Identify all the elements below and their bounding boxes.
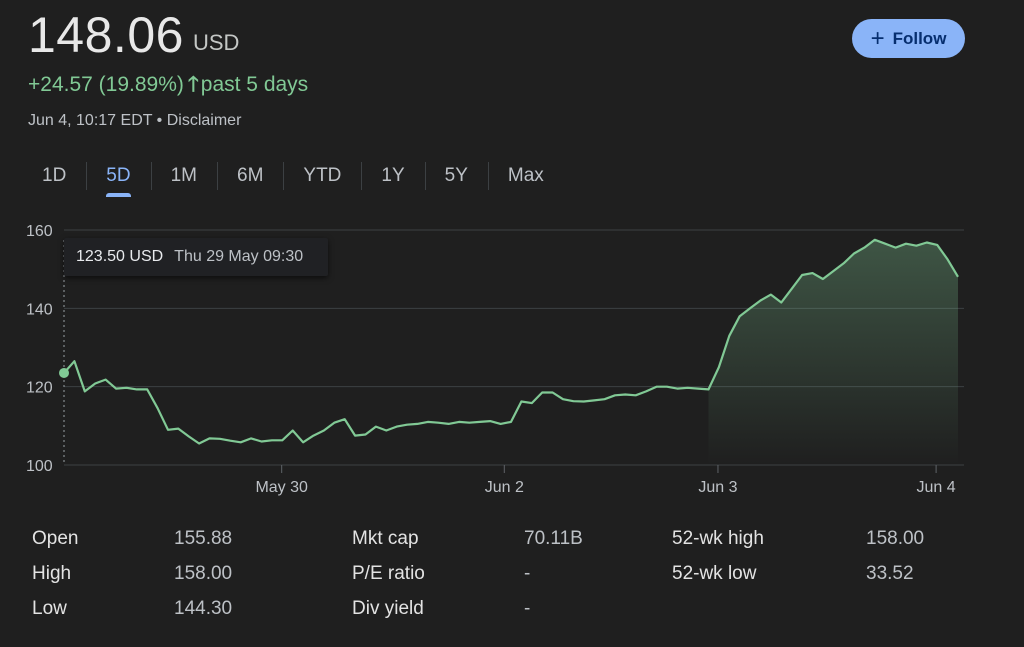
x-tick-label: May 30	[255, 479, 308, 496]
tooltip-price: 123.50 USD	[76, 248, 164, 265]
stat-value: -	[524, 598, 531, 619]
change-value: +24.57 (19.89%)	[28, 73, 184, 96]
stat-value: 144.30	[174, 598, 233, 619]
tab-1d[interactable]: 1D	[22, 158, 86, 194]
stat-label: Open	[32, 528, 79, 549]
price-line	[63, 238, 959, 445]
x-tick-label: Jun 2	[485, 479, 524, 496]
plus-icon: +	[870, 24, 885, 52]
stat-label: Div yield	[352, 598, 424, 619]
stat-value: 70.11B	[524, 528, 583, 549]
stat-value: 33.52	[866, 563, 914, 584]
disclaimer-link[interactable]: Disclaimer	[166, 112, 242, 129]
tab-label: 1M	[170, 165, 197, 186]
chart-tooltip: 123.50 USD Thu 29 May 09:30	[64, 238, 328, 276]
tab-label: 1D	[42, 165, 67, 186]
x-tick-label: Jun 4	[917, 479, 956, 496]
tab-label: 6M	[237, 165, 264, 186]
y-tick-label: 120	[26, 380, 53, 397]
tab-ytd[interactable]: YTD	[283, 158, 361, 194]
tab-label: Max	[507, 165, 544, 186]
tab-max[interactable]: Max	[487, 158, 564, 194]
tab-label: 1Y	[381, 165, 405, 186]
price-change: +24.57 (19.89%) 🡑past 5 days	[28, 70, 308, 105]
stat-label: 52-wk low	[672, 563, 757, 584]
stat-label: 52-wk high	[672, 528, 764, 549]
stat-label: P/E ratio	[352, 563, 425, 584]
tab-1m[interactable]: 1M	[150, 158, 217, 194]
change-period: past 5 days	[200, 73, 309, 96]
tab-6m[interactable]: 6M	[217, 158, 283, 194]
tab-label: 5D	[106, 165, 131, 186]
arrow-up-icon: 🡑	[187, 73, 199, 96]
y-tick-label: 140	[26, 301, 53, 318]
stat-label: High	[32, 563, 72, 584]
price: 148.06	[28, 7, 184, 63]
follow-button[interactable]: + Follow	[852, 19, 965, 58]
quote-meta: Jun 4, 10:17 EDT • Disclaimer	[28, 112, 242, 129]
tooltip-date: Thu 29 May 09:30	[174, 248, 304, 265]
tab-1y[interactable]: 1Y	[361, 158, 424, 194]
stat-label: Low	[32, 598, 67, 619]
hover-point	[59, 367, 69, 378]
tab-5d[interactable]: 5D	[86, 158, 150, 197]
stat-value: 158.00	[174, 563, 233, 584]
stat-value: -	[524, 563, 531, 584]
follow-label: Follow	[892, 28, 947, 48]
quote-timestamp: Jun 4, 10:17 EDT	[28, 112, 153, 129]
price-chart[interactable]: 100 120 140 160 May 30 Jun 2 Jun 3 Jun 4	[0, 210, 1000, 500]
stat-value: 158.00	[866, 528, 925, 549]
tab-label: 5Y	[444, 165, 468, 186]
y-tick-label: 160	[26, 223, 53, 240]
x-tick-label: Jun 3	[698, 479, 737, 496]
tab-5y[interactable]: 5Y	[424, 158, 488, 194]
y-tick-label: 100	[26, 458, 53, 475]
tab-label: YTD	[303, 165, 342, 186]
currency: USD	[193, 30, 240, 55]
area-fill	[708, 239, 958, 465]
stat-label: Mkt cap	[352, 528, 419, 549]
stat-value: 155.88	[174, 528, 233, 549]
range-tabs: 1D 5D 1M 6M YTD 1Y 5Y Max	[22, 158, 564, 197]
